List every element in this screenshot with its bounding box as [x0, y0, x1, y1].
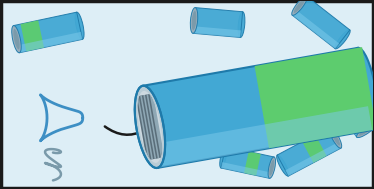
- Ellipse shape: [277, 155, 289, 176]
- Polygon shape: [145, 94, 160, 159]
- Polygon shape: [325, 79, 374, 137]
- Polygon shape: [137, 96, 152, 160]
- Ellipse shape: [191, 11, 196, 30]
- Ellipse shape: [352, 48, 374, 130]
- Ellipse shape: [331, 130, 340, 146]
- Polygon shape: [193, 8, 243, 37]
- Ellipse shape: [75, 12, 84, 39]
- Polygon shape: [292, 0, 350, 49]
- Polygon shape: [153, 106, 372, 168]
- Polygon shape: [302, 135, 327, 163]
- Ellipse shape: [135, 86, 165, 168]
- Polygon shape: [140, 95, 155, 159]
- Ellipse shape: [292, 0, 307, 15]
- Ellipse shape: [190, 8, 198, 33]
- Polygon shape: [148, 94, 163, 158]
- Ellipse shape: [335, 30, 350, 49]
- Ellipse shape: [238, 12, 245, 37]
- Polygon shape: [147, 94, 161, 158]
- Ellipse shape: [325, 78, 345, 93]
- Polygon shape: [221, 162, 271, 178]
- Polygon shape: [143, 95, 158, 159]
- Ellipse shape: [138, 91, 162, 163]
- Ellipse shape: [12, 26, 21, 53]
- Ellipse shape: [359, 125, 374, 136]
- Polygon shape: [150, 94, 165, 158]
- Polygon shape: [285, 142, 341, 176]
- Ellipse shape: [294, 0, 305, 13]
- Ellipse shape: [329, 127, 342, 148]
- Polygon shape: [13, 12, 83, 53]
- Polygon shape: [143, 48, 372, 168]
- Ellipse shape: [269, 160, 275, 176]
- Ellipse shape: [356, 123, 374, 138]
- Polygon shape: [244, 152, 261, 176]
- Polygon shape: [325, 89, 362, 137]
- Polygon shape: [135, 96, 150, 160]
- Polygon shape: [21, 20, 44, 51]
- Ellipse shape: [268, 157, 276, 178]
- Ellipse shape: [220, 147, 227, 168]
- Polygon shape: [139, 95, 153, 160]
- Polygon shape: [292, 10, 339, 49]
- Polygon shape: [255, 47, 374, 148]
- Polygon shape: [142, 95, 156, 159]
- Ellipse shape: [13, 29, 20, 49]
- Polygon shape: [193, 26, 241, 37]
- Polygon shape: [221, 147, 274, 178]
- Polygon shape: [18, 32, 83, 53]
- Polygon shape: [277, 127, 341, 176]
